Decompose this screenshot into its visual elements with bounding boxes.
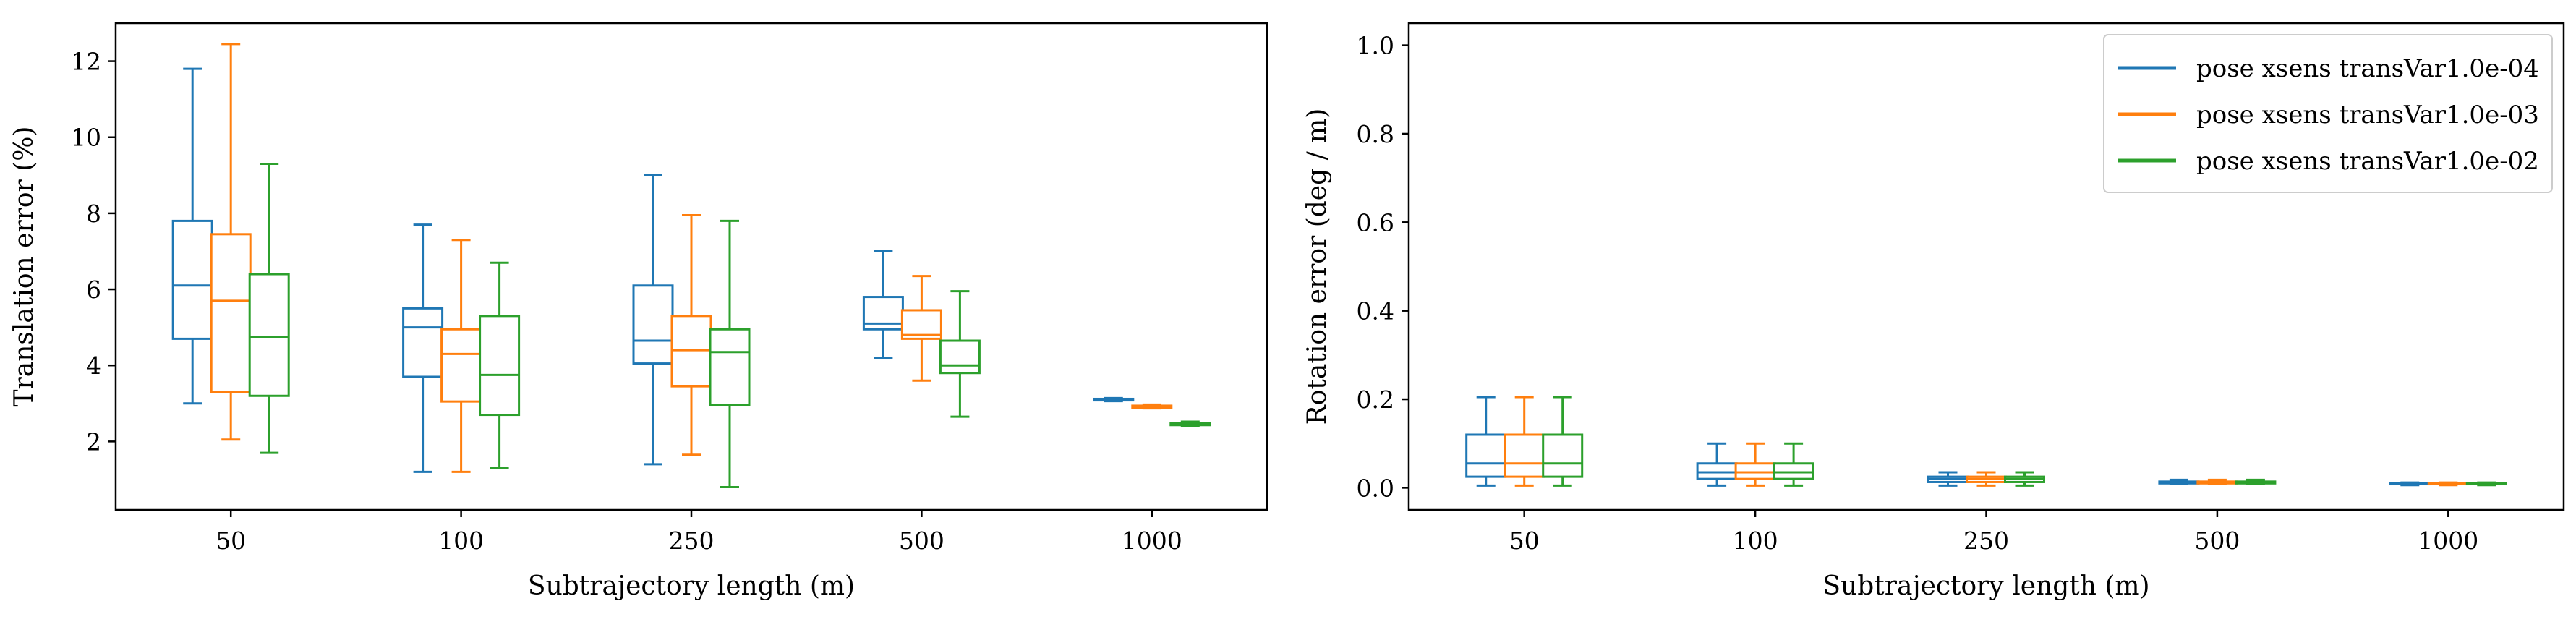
y-tick-label: 4: [86, 352, 101, 380]
series-1: [210, 43, 1173, 473]
box-iqr: [632, 284, 674, 365]
x-tick-label: 1000: [2418, 527, 2478, 555]
box-plot: [402, 223, 444, 473]
box-plot: [1966, 471, 2007, 487]
translation-error-panel: 2 4 6 8 10 12 50 100 250 500 1000 Subtrajectory len…: [9, 22, 1268, 601]
box-plot: [2235, 478, 2277, 486]
y-tick-label: 6: [86, 276, 101, 304]
box-plot: [1734, 442, 1776, 487]
box-plot: [2389, 481, 2431, 487]
box-plot: [2158, 478, 2200, 486]
box-plot: [1696, 442, 1738, 487]
x-tick-label: 50: [1509, 527, 1540, 555]
box-plot: [210, 43, 252, 441]
box-iqr: [939, 339, 981, 375]
legend-entry: pose xsens transVar1.0e-03: [2196, 101, 2539, 129]
y-axis-label: Translation error (%): [9, 127, 39, 407]
box-iqr: [402, 307, 444, 378]
box-plot: [1504, 396, 1545, 487]
x-tick-label: 50: [216, 527, 246, 555]
box-plot: [900, 275, 942, 382]
box-plot: [248, 163, 290, 454]
series-0: [171, 67, 1135, 473]
x-axis-label: Subtrajectory length (m): [528, 571, 855, 601]
box-plot: [1465, 396, 1507, 487]
box-plot: [1131, 403, 1173, 410]
box-iqr: [171, 219, 213, 340]
box-iqr: [1734, 462, 1776, 480]
box-iqr: [479, 315, 521, 417]
legend: pose xsens transVar1.0e-04 pose xsens tra…: [2103, 34, 2553, 193]
y-axis-label: Rotation error (deg / m): [1302, 108, 1332, 425]
box-plot: [2427, 481, 2469, 487]
series-1: [1504, 396, 2469, 487]
x-tick-label: 100: [1733, 527, 1778, 555]
box-iqr: [1465, 433, 1507, 478]
box-plot: [862, 250, 904, 359]
y-tick-label: 0.6: [1357, 208, 1394, 237]
box-plot: [632, 174, 674, 466]
series-2: [1542, 396, 2507, 487]
y-tick-label: 2: [86, 427, 101, 456]
box-iqr: [440, 328, 482, 403]
box-iqr: [1773, 462, 1814, 480]
box-plot: [670, 214, 712, 456]
legend-entry: pose xsens transVar1.0e-02: [2196, 147, 2539, 176]
y-tick-label: 0.0: [1357, 474, 1394, 502]
x-tick-label: 250: [669, 527, 715, 555]
box-plot: [2196, 478, 2238, 486]
legend-frame: [2103, 34, 2553, 193]
box-plot: [2465, 481, 2507, 487]
x-tick-label: 500: [2194, 527, 2240, 555]
y-tick-label: 1.0: [1357, 32, 1394, 60]
y-tick-label: 0.4: [1357, 297, 1394, 325]
box-plot: [1927, 471, 1969, 487]
box-plot: [171, 67, 213, 405]
x-tick-label: 500: [899, 527, 944, 555]
box-plot: [1169, 420, 1211, 427]
box-plot: [1773, 442, 1814, 487]
box-plot: [440, 239, 482, 473]
x-tick-label: 1000: [1122, 527, 1182, 555]
box-plot: [709, 219, 751, 488]
box-iqr: [709, 328, 751, 406]
x-tick-label: 100: [438, 527, 484, 555]
box-iqr: [1542, 433, 1584, 478]
y-tick-label: 10: [71, 124, 101, 152]
y-tick-label: 0.2: [1357, 385, 1394, 414]
box-plot: [479, 261, 521, 469]
x-axis-label: Subtrajectory length (m): [1822, 571, 2149, 601]
box-plot: [1542, 396, 1584, 487]
box-iqr: [210, 233, 252, 393]
x-tick-label: 250: [1963, 527, 2009, 555]
box-iqr: [1696, 462, 1738, 480]
box-iqr: [1504, 433, 1545, 478]
y-tick-label: 8: [86, 200, 101, 228]
legend-entry: pose xsens transVar1.0e-04: [2196, 54, 2539, 83]
box-plot: [2004, 471, 2045, 487]
box-plot: [1093, 396, 1135, 403]
series-2: [248, 163, 1211, 488]
rotation-error-panel: 0.0 0.2 0.4 0.6 0.8 1.0 50 100 250 500 1000 Subtraj…: [1302, 22, 2565, 601]
y-tick-label: 0.8: [1357, 120, 1394, 148]
series-0: [1465, 396, 2431, 487]
box-plot: [939, 290, 981, 418]
y-tick-label: 12: [71, 48, 101, 76]
box-iqr: [248, 273, 290, 397]
